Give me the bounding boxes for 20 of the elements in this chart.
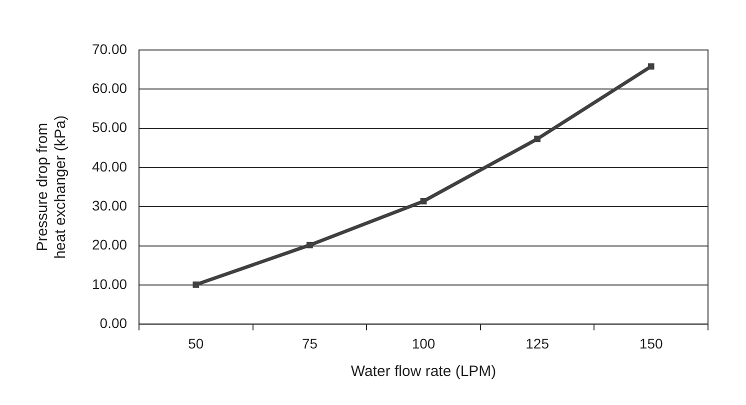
x-tick-label: 75 xyxy=(302,335,318,352)
y-tick-label: 60.00 xyxy=(92,80,128,96)
y-tick-label: 20.00 xyxy=(92,236,128,253)
x-tick-label: 150 xyxy=(639,335,663,352)
y-tick-label: 40.00 xyxy=(92,158,128,174)
y-tick-label: 50.00 xyxy=(92,119,128,136)
y-tick-label: 30.00 xyxy=(92,198,128,214)
point xyxy=(192,281,200,288)
x-tick-label: 125 xyxy=(526,335,550,352)
x-tick-label: 50 xyxy=(188,335,204,352)
x-tick-label: 100 xyxy=(412,335,436,352)
y-tick-label: 0.00 xyxy=(100,315,128,332)
y-axis-title: Pressure drop from heat exchanger (kPa) xyxy=(34,115,70,259)
point xyxy=(534,136,540,142)
x-axis-title: Water flow rate (LPM) xyxy=(350,363,496,380)
y-tick-label: 10.00 xyxy=(92,276,128,292)
point xyxy=(420,198,427,204)
point xyxy=(648,63,654,70)
y-tick-label: 70.00 xyxy=(92,40,128,57)
point xyxy=(306,242,313,248)
